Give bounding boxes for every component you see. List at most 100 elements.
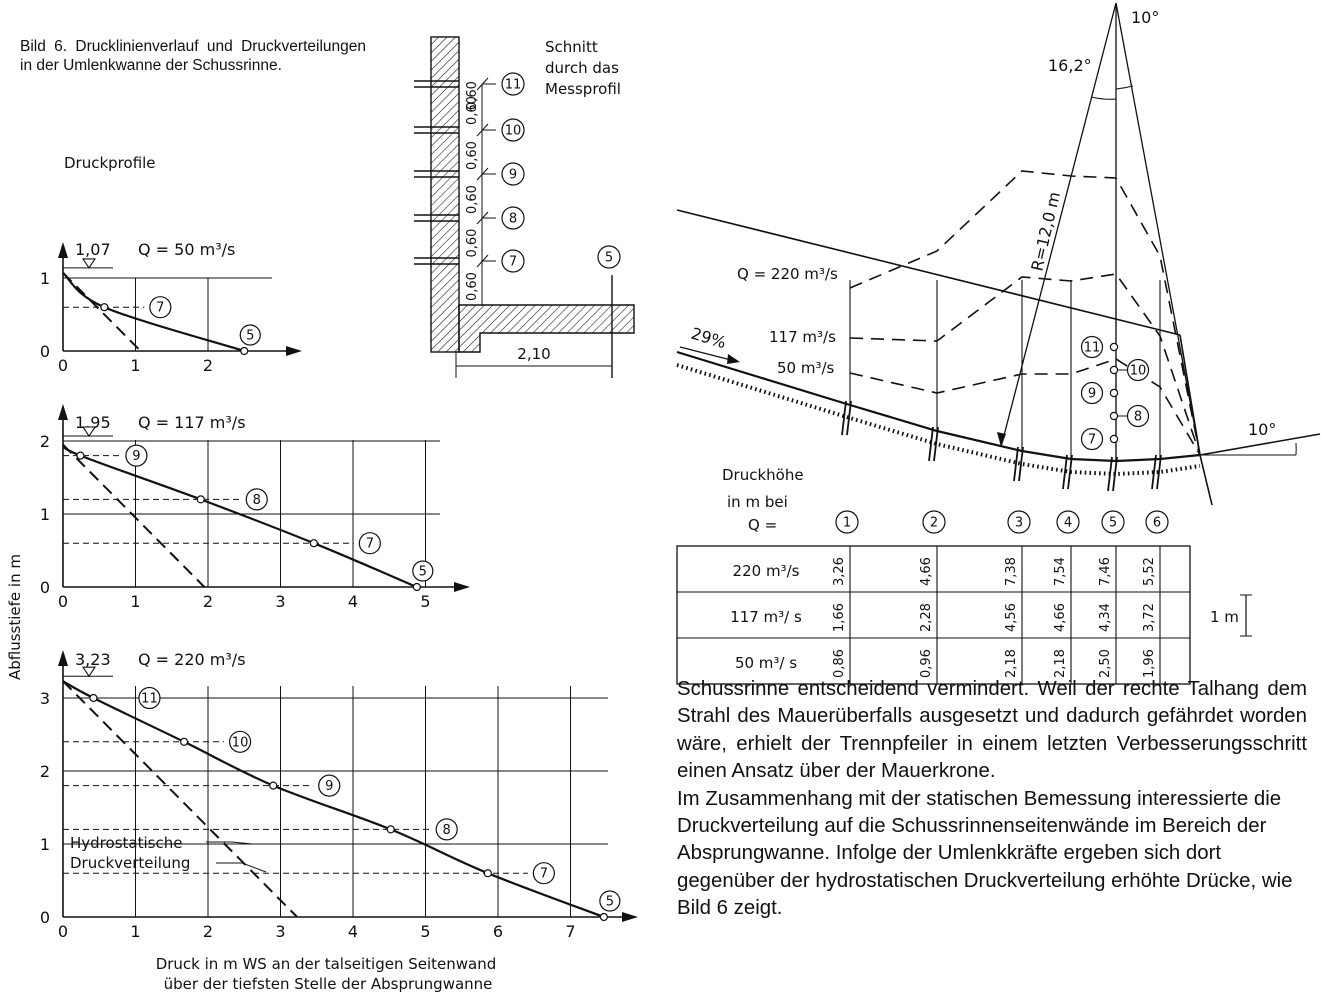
table-cell: 1,96 <box>1142 649 1157 678</box>
table-frame <box>676 545 1191 685</box>
pressure-chart-3: 0 1 2 3 4 5 6 7 0 1 2 3 3,23 Q = 220 m³/s 11 10 9 8 7 5 <box>40 650 638 941</box>
y-tick-label: 2 <box>40 762 50 781</box>
angle-16-2: 16,2° <box>1048 56 1092 75</box>
profile-sensor-point <box>1109 365 1119 375</box>
y-tick-label: 2 <box>40 432 50 451</box>
profile-sensor-7: 7 <box>1080 427 1104 451</box>
x-tick-label: 0 <box>58 592 68 611</box>
point-label-7: 7 <box>532 862 555 885</box>
lip-line <box>1199 433 1321 456</box>
measurement-section: 2,10 Schnitt durch das Messprofil 11 10 9 8… <box>414 36 635 378</box>
point-label-5-label: 5 <box>246 329 254 344</box>
column-number-3-label: 3 <box>1015 516 1023 531</box>
wall-top-line <box>676 209 1181 336</box>
hydrostatic-line <box>62 680 298 918</box>
section-sensor-5-label: 5 <box>605 251 613 266</box>
measured-pressure-line <box>62 443 418 589</box>
table-row: 220 m³/s 3,26 4,66 7,38 7,54 7,46 5,52 <box>733 557 1157 586</box>
x-tick-label: 1 <box>130 356 140 375</box>
section-sensor-7-label: 7 <box>509 255 517 270</box>
section-spacing-label: 0,60 <box>465 141 480 170</box>
y-tick-label: 1 <box>40 269 50 288</box>
profile-sensor-9: 9 <box>1080 381 1104 405</box>
pressure-chart-1: 0 1 2 0 1 1,07 Q = 50 m³/s 7 5 <box>40 240 302 375</box>
point-label-9: 9 <box>125 444 148 467</box>
surface-value: 3,23 <box>75 650 111 669</box>
section-sensor-11: 11 <box>501 72 525 96</box>
floor-line <box>676 350 1201 463</box>
x-tick-label: 2 <box>203 922 213 941</box>
y-tick-label: 0 <box>40 908 50 927</box>
radius-line <box>1000 2 1117 448</box>
point-label-9-label: 9 <box>132 449 140 464</box>
scale-label: 1 m <box>1210 608 1239 626</box>
discharge-header: Q = 220 m³/s <box>138 650 246 669</box>
point-label-7: 7 <box>358 532 381 555</box>
point-label-7-label: 7 <box>366 537 374 552</box>
section-sensor-8: 8 <box>501 206 525 230</box>
section-title-3: Messprofil <box>545 80 621 98</box>
profile-sensor-point <box>1109 434 1119 444</box>
x-tick-label: 1 <box>130 592 140 611</box>
x-tick-label: 0 <box>58 922 68 941</box>
data-point <box>309 539 318 548</box>
table-cell: 4,66 <box>919 557 934 586</box>
section-spacing-label: 0,60 <box>465 96 480 125</box>
table-row-discharge: 50 m³/ s <box>735 654 797 672</box>
x-axis-label-1: Druck in m WS an der talseitigen Seitenw… <box>156 955 497 973</box>
table-cell: 0,96 <box>919 649 934 678</box>
measured-pressure-line <box>62 272 245 353</box>
profile-sensor-11: 11 <box>1080 335 1104 359</box>
section-width: 2,10 <box>517 345 550 363</box>
data-point <box>89 693 98 703</box>
x-tick-label: 4 <box>348 592 358 611</box>
point-label-7-label: 7 <box>156 301 164 316</box>
hydrostatic-leader-2 <box>216 862 267 873</box>
y-tick-label: 3 <box>40 689 50 708</box>
pressure-table: 220 m³/s 3,26 4,66 7,38 7,54 7,46 5,52 117 m³/ … <box>676 545 1191 685</box>
y-tick-label: 1 <box>40 835 50 854</box>
body-paragraph-2: Im Zusammenhang mit der statischen Bemes… <box>677 787 1293 920</box>
section-sensor-9: 9 <box>501 162 525 186</box>
point-label-11: 11 <box>138 686 161 710</box>
column-number-6: 6 <box>1145 510 1169 534</box>
column-number-5: 5 <box>1101 510 1125 534</box>
water-surface-marker <box>81 426 97 437</box>
point-label-5-label: 5 <box>606 895 614 910</box>
point-label-9-label: 9 <box>325 779 333 794</box>
table-cell: 0,86 <box>832 649 847 678</box>
table-cell: 7,54 <box>1053 557 1068 586</box>
section-spacing-label: 0,60 <box>465 81 480 110</box>
profile-sensor-11-label: 11 <box>1084 341 1101 356</box>
x-tick-label: 0 <box>58 356 68 375</box>
column-number-4: 4 <box>1056 510 1080 534</box>
x-tick-label: 4 <box>348 922 358 941</box>
q-label-220: Q = 220 m³/s <box>737 265 838 283</box>
slope-label: 29% <box>689 324 729 353</box>
x-tick-label: 5 <box>420 922 430 941</box>
profile-sensor-8: 8 <box>1126 404 1150 428</box>
druckprofile-title: Druckprofile <box>64 154 156 172</box>
hydrostatic-label-1: Hydrostatische <box>70 834 182 852</box>
y-tick-label: 1 <box>40 505 50 524</box>
column-number-1: 1 <box>835 510 859 534</box>
column-number-1-label: 1 <box>843 516 851 531</box>
hydrostatic-leader-1 <box>206 841 253 845</box>
hydrostatic-line <box>62 443 206 588</box>
point-label-8: 8 <box>435 818 458 841</box>
x-tick-label: 2 <box>203 356 213 375</box>
section-title-1: Schnitt <box>545 38 598 56</box>
hydrostatic-annotation: Hydrostatische Druckverteilung <box>70 834 267 873</box>
section-wall <box>430 36 460 353</box>
section-sensor-11-label: 11 <box>505 78 522 93</box>
druckhohe-label-3: Q = <box>748 516 777 534</box>
q-label-50: 50 m³/s <box>777 359 835 377</box>
table-cell: 1,66 <box>832 603 847 632</box>
table-cell: 4,56 <box>1004 603 1019 632</box>
point-label-7: 7 <box>149 296 172 319</box>
column-number-3: 3 <box>1007 510 1031 534</box>
section-sensor-10: 10 <box>501 118 525 142</box>
